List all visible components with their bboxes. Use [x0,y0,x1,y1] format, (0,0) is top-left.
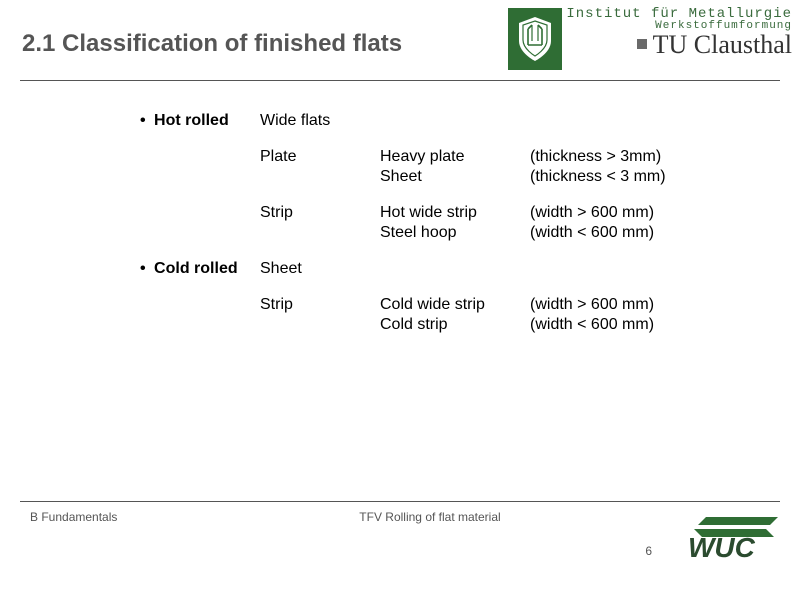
bullet-icon: • [140,112,146,129]
category-label: Cold rolled [150,260,238,277]
table-row: Cold strip(width < 600 mm) [140,316,800,334]
detail-cell: Sheet [380,168,530,186]
table-row: Steel hoop(width < 600 mm) [140,224,800,242]
institution-block: Institut für Metallurgie Werkstoffumform… [566,6,792,60]
subtype-cell: Wide flats [260,112,380,130]
subtype-cell: Plate [260,148,380,166]
subtype-cell [260,316,380,334]
table-row: • Cold rolledSheet [140,260,800,278]
header-divider [20,80,780,81]
detail-cell: Cold wide strip [380,296,530,314]
spec-cell: (width < 600 mm) [530,224,730,242]
university-name: TU Clausthal [566,30,792,60]
subtype-cell [260,168,380,186]
detail-cell: Cold strip [380,316,530,334]
detail-cell: Steel hoop [380,224,530,242]
page-number: 6 [645,544,652,558]
subtype-cell: Strip [260,296,380,314]
classification-table: • Hot rolledWide flatsPlateHeavy plate(t… [0,112,800,336]
footer-divider [20,501,780,502]
spacer [140,280,800,296]
subtype-cell: Sheet [260,260,380,278]
slide-header: 2.1 Classification of finished flats Ins… [0,0,800,80]
spec-cell: (thickness > 3mm) [530,148,730,166]
spec-cell: (width > 600 mm) [530,296,730,314]
spec-cell: (width < 600 mm) [530,316,730,334]
slide-title: 2.1 Classification of finished flats [22,30,402,58]
spacer [140,244,800,260]
category-cell: • Cold rolled [140,260,260,278]
detail-cell [380,112,530,130]
table-row: PlateHeavy plate(thickness > 3mm) [140,148,800,166]
spec-cell: (thickness < 3 mm) [530,168,730,186]
detail-cell [380,260,530,278]
footer-right: 6 WUC [640,510,780,560]
subtype-cell: Strip [260,204,380,222]
table-row: • Hot rolledWide flats [140,112,800,130]
category-cell: • Hot rolled [140,112,260,130]
detail-cell: Hot wide strip [380,204,530,222]
spacer [140,132,800,148]
spacer [140,188,800,204]
category-cell [140,224,260,242]
university-shield-icon [508,8,562,70]
table-row: StripHot wide strip(width > 600 mm) [140,204,800,222]
category-label: Hot rolled [150,112,229,129]
spec-cell [530,260,730,278]
category-cell [140,168,260,186]
footer-center: TFV Rolling of flat material [220,510,640,524]
category-cell [140,296,260,314]
subtype-cell [260,224,380,242]
spec-cell [530,112,730,130]
bullet-icon: • [140,260,146,277]
footer-left: B Fundamentals [20,510,220,524]
detail-cell: Heavy plate [380,148,530,166]
category-cell [140,148,260,166]
slide-footer: B Fundamentals TFV Rolling of flat mater… [20,501,780,560]
table-row: Sheet(thickness < 3 mm) [140,168,800,186]
svg-text:WUC: WUC [688,532,756,561]
category-cell [140,204,260,222]
spec-cell: (width > 600 mm) [530,204,730,222]
table-row: StripCold wide strip(width > 600 mm) [140,296,800,314]
wuc-logo-icon: WUC [670,517,780,564]
category-cell [140,316,260,334]
square-bullet-icon [637,39,647,49]
